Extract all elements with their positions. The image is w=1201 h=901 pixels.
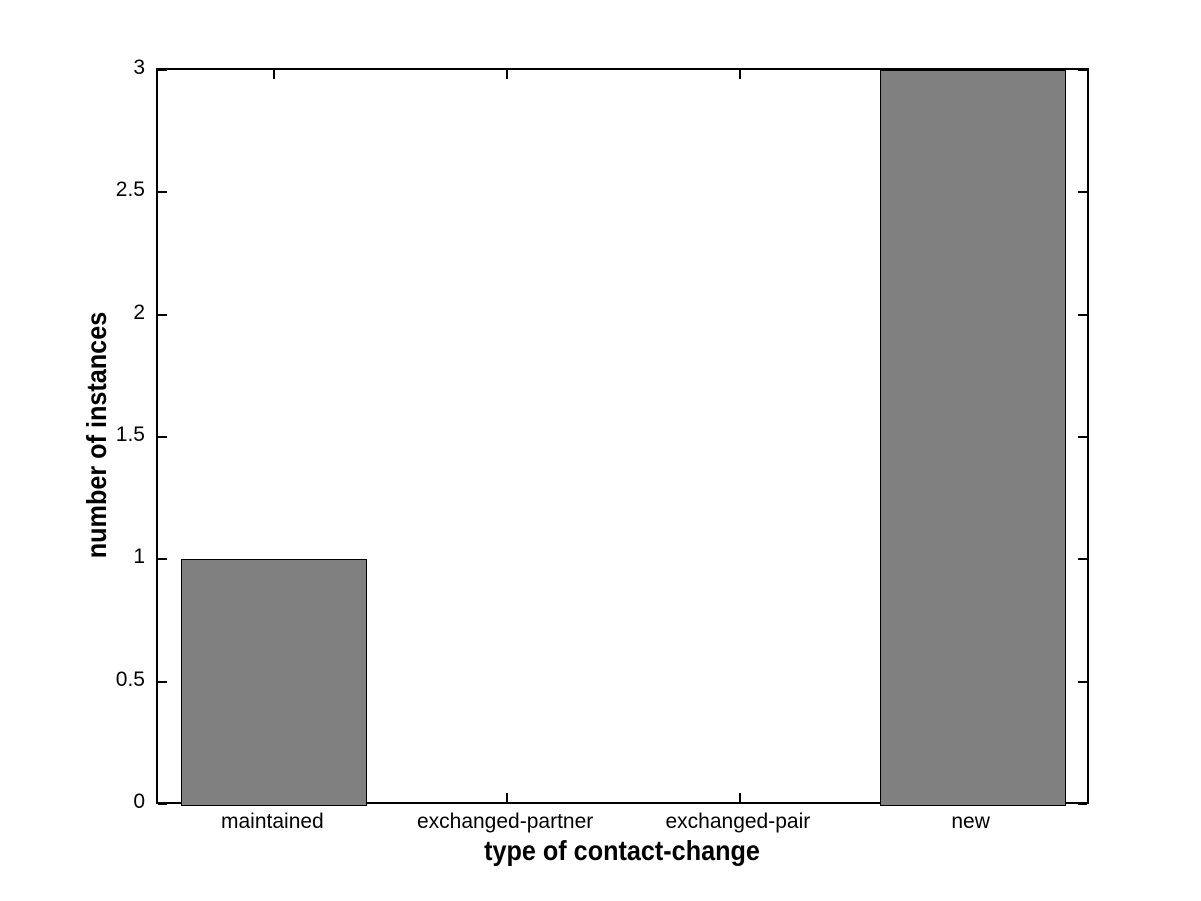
x-tick-top [738,70,741,79]
y-tick-label: 1.5 [115,423,145,446]
x-tick-label: new [951,810,990,833]
y-tick-label: 0 [133,790,145,813]
y-tick-label: 0.5 [115,667,145,691]
x-tick-bottom [738,793,741,802]
x-tick-label: exchanged-partner [416,810,594,833]
y-tick-right [1078,436,1087,438]
bar-new [879,70,1066,806]
y-tick-right [1078,558,1087,561]
x-tick-label: maintained [221,810,324,833]
y-tick-left [158,680,167,683]
y-tick-left [158,191,167,194]
x-tick-top [273,70,276,79]
y-tick-left [158,69,167,71]
plot-area [156,68,1089,806]
y-tick-right [1078,680,1087,683]
x-tick-label: exchanged-pair [665,810,811,833]
y-tick-label: 1 [133,545,145,569]
y-tick-left [158,436,167,438]
y-tick-left [158,313,167,316]
y-tick-label: 3 [133,56,145,79]
bar-maintained [181,559,368,806]
x-tick-top [506,70,509,79]
y-tick-label: 2.5 [115,178,145,202]
y-tick-label: 2 [133,300,145,324]
y-tick-right [1078,313,1087,316]
y-tick-right [1078,69,1087,71]
y-tick-right [1078,803,1087,805]
x-tick-bottom [506,793,509,802]
x-axis-label: type of contact-change [483,835,760,866]
y-tick-left [158,803,167,805]
y-tick-right [1078,191,1087,194]
y-tick-left [158,558,167,561]
